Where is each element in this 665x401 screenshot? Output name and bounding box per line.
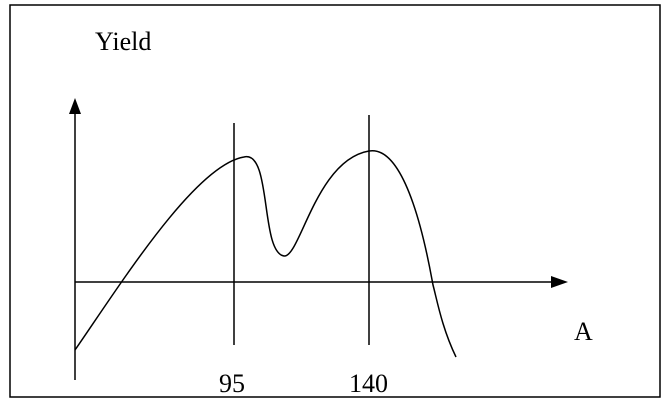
yield-curve: [74, 150, 457, 358]
marker-label-140: 140: [349, 369, 388, 398]
x-axis-arrowhead: [551, 276, 568, 288]
x-axis-label: A: [574, 317, 593, 346]
frame-border: [9, 4, 661, 398]
marker-label-95: 95: [219, 369, 245, 398]
y-axis-arrowhead: [69, 98, 81, 114]
y-axis-label: Yield: [95, 27, 151, 56]
